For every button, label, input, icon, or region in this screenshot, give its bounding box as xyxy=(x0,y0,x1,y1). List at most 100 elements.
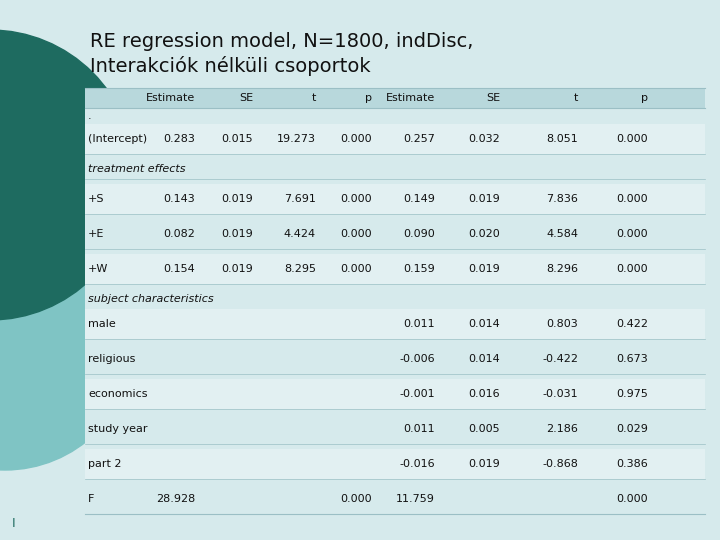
Bar xyxy=(85,409,705,414)
Text: 0.159: 0.159 xyxy=(403,264,435,274)
Bar xyxy=(85,284,705,289)
Text: 2.186: 2.186 xyxy=(546,424,578,434)
Text: 0.019: 0.019 xyxy=(221,264,253,274)
Text: part 2: part 2 xyxy=(88,459,122,469)
Text: 0.014: 0.014 xyxy=(468,354,500,364)
Text: 0.975: 0.975 xyxy=(616,389,648,399)
Text: treatment effects: treatment effects xyxy=(88,164,186,174)
Text: 0.154: 0.154 xyxy=(163,264,195,274)
Text: 11.759: 11.759 xyxy=(396,494,435,504)
Bar xyxy=(85,249,705,254)
Text: 0.422: 0.422 xyxy=(616,319,648,329)
Text: 7.691: 7.691 xyxy=(284,194,316,204)
Text: 19.273: 19.273 xyxy=(277,134,316,144)
Text: 0.000: 0.000 xyxy=(616,264,648,274)
Text: 0.090: 0.090 xyxy=(403,229,435,239)
Text: 0.143: 0.143 xyxy=(163,194,195,204)
Text: 0.673: 0.673 xyxy=(616,354,648,364)
Text: t: t xyxy=(312,93,316,103)
Text: 0.019: 0.019 xyxy=(468,459,500,469)
Text: religious: religious xyxy=(88,354,135,364)
Bar xyxy=(85,444,705,449)
Text: -0.422: -0.422 xyxy=(542,354,578,364)
Text: p: p xyxy=(641,93,648,103)
Bar xyxy=(85,289,705,309)
Text: 0.283: 0.283 xyxy=(163,134,195,144)
Text: 8.295: 8.295 xyxy=(284,264,316,274)
Text: -0.006: -0.006 xyxy=(400,354,435,364)
Text: 0.000: 0.000 xyxy=(616,229,648,239)
Text: Estimate: Estimate xyxy=(145,93,195,103)
Text: 7.836: 7.836 xyxy=(546,194,578,204)
Text: 0.000: 0.000 xyxy=(341,194,372,204)
Bar xyxy=(85,339,705,344)
Text: Estimate: Estimate xyxy=(386,93,435,103)
Text: 0.005: 0.005 xyxy=(469,424,500,434)
Bar xyxy=(85,159,705,179)
Text: 0.803: 0.803 xyxy=(546,319,578,329)
Text: 8.051: 8.051 xyxy=(546,134,578,144)
Text: p: p xyxy=(365,93,372,103)
Text: 0.000: 0.000 xyxy=(616,494,648,504)
Bar xyxy=(85,214,705,219)
Text: 0.000: 0.000 xyxy=(341,134,372,144)
Bar xyxy=(85,374,705,379)
Bar xyxy=(85,88,705,108)
Text: 0.000: 0.000 xyxy=(616,194,648,204)
Text: 0.019: 0.019 xyxy=(468,194,500,204)
Text: +E: +E xyxy=(88,229,104,239)
Text: -0.016: -0.016 xyxy=(400,459,435,469)
Text: Interakciók nélküli csoportok: Interakciók nélküli csoportok xyxy=(90,56,371,76)
Text: t: t xyxy=(574,93,578,103)
Text: -0.001: -0.001 xyxy=(400,389,435,399)
Text: 0.014: 0.014 xyxy=(468,319,500,329)
Bar xyxy=(85,414,705,444)
Circle shape xyxy=(0,210,135,470)
Text: male: male xyxy=(88,319,116,329)
Text: 0.019: 0.019 xyxy=(468,264,500,274)
Text: 0.000: 0.000 xyxy=(341,229,372,239)
Bar xyxy=(85,219,705,249)
Text: .: . xyxy=(88,111,91,121)
Bar xyxy=(85,379,705,409)
Text: -0.868: -0.868 xyxy=(542,459,578,469)
Text: 0.000: 0.000 xyxy=(341,264,372,274)
Text: 0.015: 0.015 xyxy=(221,134,253,144)
Text: 0.032: 0.032 xyxy=(468,134,500,144)
Text: 0.016: 0.016 xyxy=(469,389,500,399)
Bar xyxy=(85,254,705,284)
Text: I: I xyxy=(12,517,16,530)
Text: +S: +S xyxy=(88,194,104,204)
Text: 4.424: 4.424 xyxy=(284,229,316,239)
Text: 0.020: 0.020 xyxy=(468,229,500,239)
Text: 8.296: 8.296 xyxy=(546,264,578,274)
Text: 0.019: 0.019 xyxy=(221,229,253,239)
Bar xyxy=(85,154,705,159)
Bar xyxy=(85,179,705,184)
Bar xyxy=(85,309,705,339)
Text: SE: SE xyxy=(239,93,253,103)
Bar xyxy=(85,479,705,484)
Circle shape xyxy=(0,30,135,320)
Text: subject characteristics: subject characteristics xyxy=(88,294,214,304)
Bar xyxy=(85,108,705,124)
Text: 0.149: 0.149 xyxy=(403,194,435,204)
Text: 0.000: 0.000 xyxy=(341,494,372,504)
Text: 4.584: 4.584 xyxy=(546,229,578,239)
Text: SE: SE xyxy=(486,93,500,103)
Text: 0.257: 0.257 xyxy=(403,134,435,144)
Text: 0.000: 0.000 xyxy=(616,134,648,144)
Bar xyxy=(85,484,705,514)
Text: -0.031: -0.031 xyxy=(542,389,578,399)
Text: economics: economics xyxy=(88,389,148,399)
Bar xyxy=(85,124,705,154)
Text: 28.928: 28.928 xyxy=(156,494,195,504)
Text: (Intercept): (Intercept) xyxy=(88,134,147,144)
Bar xyxy=(85,184,705,214)
Text: 0.011: 0.011 xyxy=(403,319,435,329)
Text: RE regression model, N=1800, indDisc,: RE regression model, N=1800, indDisc, xyxy=(90,32,473,51)
Bar xyxy=(85,344,705,374)
Bar xyxy=(85,449,705,479)
Text: +W: +W xyxy=(88,264,109,274)
Text: study year: study year xyxy=(88,424,148,434)
